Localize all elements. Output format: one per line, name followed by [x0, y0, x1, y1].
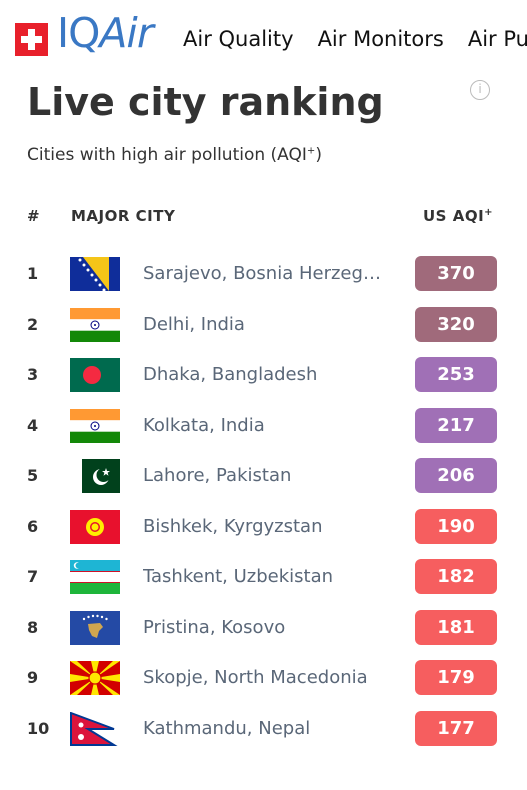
aqi-badge: 370 — [415, 256, 497, 291]
uzbekistan-flag-icon — [70, 560, 120, 594]
rank-number: 3 — [27, 365, 39, 384]
rank-number: 1 — [27, 264, 39, 283]
city-name-link[interactable]: Sarajevo, Bosnia Herzegovina — [143, 263, 388, 284]
rank-number: 9 — [27, 668, 39, 687]
nav-air-monitors[interactable]: Air Monitors — [317, 27, 444, 51]
ranking-row[interactable]: 1 Sarajevo, Bosnia Herzegovina 370 — [0, 255, 527, 293]
aqi-badge: 253 — [415, 357, 497, 392]
column-header-rank: # — [27, 207, 41, 225]
info-icon[interactable]: i — [470, 80, 490, 100]
page-subtitle: Cities with high air pollution (AQI+) — [27, 145, 322, 165]
ranking-row[interactable]: 6 Bishkek, Kyrgyzstan 190 — [0, 508, 527, 546]
ranking-row[interactable]: 3 Dhaka, Bangladesh 253 — [0, 356, 527, 394]
macedonia-flag-icon — [70, 661, 120, 695]
column-header-city: MAJOR CITY — [71, 207, 176, 225]
aqi-badge: 190 — [415, 508, 497, 544]
kosovo-flag-icon — [70, 610, 120, 645]
top-navigation-bar: IQAir Air Quality Air Monitors Air Pu — [0, 0, 527, 78]
rank-number: 2 — [27, 314, 39, 334]
page-title: Live city ranking — [27, 80, 384, 124]
iqair-logo[interactable]: IQAir — [57, 9, 154, 57]
india-flag-icon — [70, 408, 120, 443]
india-flag-icon — [70, 307, 120, 342]
swiss-flag-icon — [15, 23, 48, 56]
nav-air-purifiers[interactable]: Air Pu — [467, 27, 527, 51]
city-name-link[interactable]: Dhaka, Bangladesh — [143, 364, 318, 385]
aqi-badge: 206 — [415, 458, 497, 493]
bangladesh-flag-icon — [70, 358, 120, 392]
ranking-row[interactable]: 8 Pristina, Kosovo 181 — [0, 609, 527, 647]
nepal-flag-icon — [70, 711, 120, 746]
aqi-badge: 181 — [415, 609, 497, 645]
ranking-row[interactable]: 7 Tashkent, Uzbekistan 182 — [0, 558, 527, 596]
city-name-link[interactable]: Skopje, North Macedonia — [143, 667, 368, 688]
aqi-badge: 217 — [415, 407, 497, 443]
kyrgyzstan-flag-icon — [70, 509, 120, 544]
ranking-row[interactable]: 10 Kathmandu, Nepal 177 — [0, 710, 527, 748]
aqi-badge: 179 — [415, 660, 497, 695]
rank-number: 8 — [27, 617, 39, 637]
main-nav: Air Quality Air Monitors Air Pu — [183, 27, 527, 51]
rank-number: 7 — [27, 567, 39, 586]
pakistan-flag-icon — [70, 459, 120, 493]
city-name-link[interactable]: Kolkata, India — [143, 414, 265, 436]
ranking-row[interactable]: 5 Lahore, Pakistan 206 — [0, 457, 527, 495]
ranking-row[interactable]: 4 Kolkata, India 217 — [0, 407, 527, 445]
rank-number: 5 — [27, 466, 39, 485]
aqi-badge: 182 — [415, 559, 497, 594]
column-header-aqi: US AQI+ — [423, 207, 494, 225]
city-name-link[interactable]: Tashkent, Uzbekistan — [143, 566, 334, 587]
city-name-link[interactable]: Bishkek, Kyrgyzstan — [143, 515, 323, 537]
city-name-link[interactable]: Pristina, Kosovo — [143, 616, 286, 638]
bosnia-flag-icon — [70, 257, 120, 291]
city-name-link[interactable]: Lahore, Pakistan — [143, 465, 292, 486]
rank-number: 6 — [27, 516, 39, 536]
ranking-row[interactable]: 2 Delhi, India 320 — [0, 306, 527, 344]
aqi-badge: 320 — [415, 306, 497, 342]
rank-number: 4 — [27, 415, 39, 435]
city-name-link[interactable]: Delhi, India — [143, 313, 245, 335]
ranking-row[interactable]: 9 Skopje, North Macedonia 179 — [0, 659, 527, 697]
city-name-link[interactable]: Kathmandu, Nepal — [143, 717, 311, 739]
aqi-badge: 177 — [415, 710, 497, 746]
rank-number: 10 — [27, 718, 50, 738]
nav-air-quality[interactable]: Air Quality — [183, 27, 294, 51]
